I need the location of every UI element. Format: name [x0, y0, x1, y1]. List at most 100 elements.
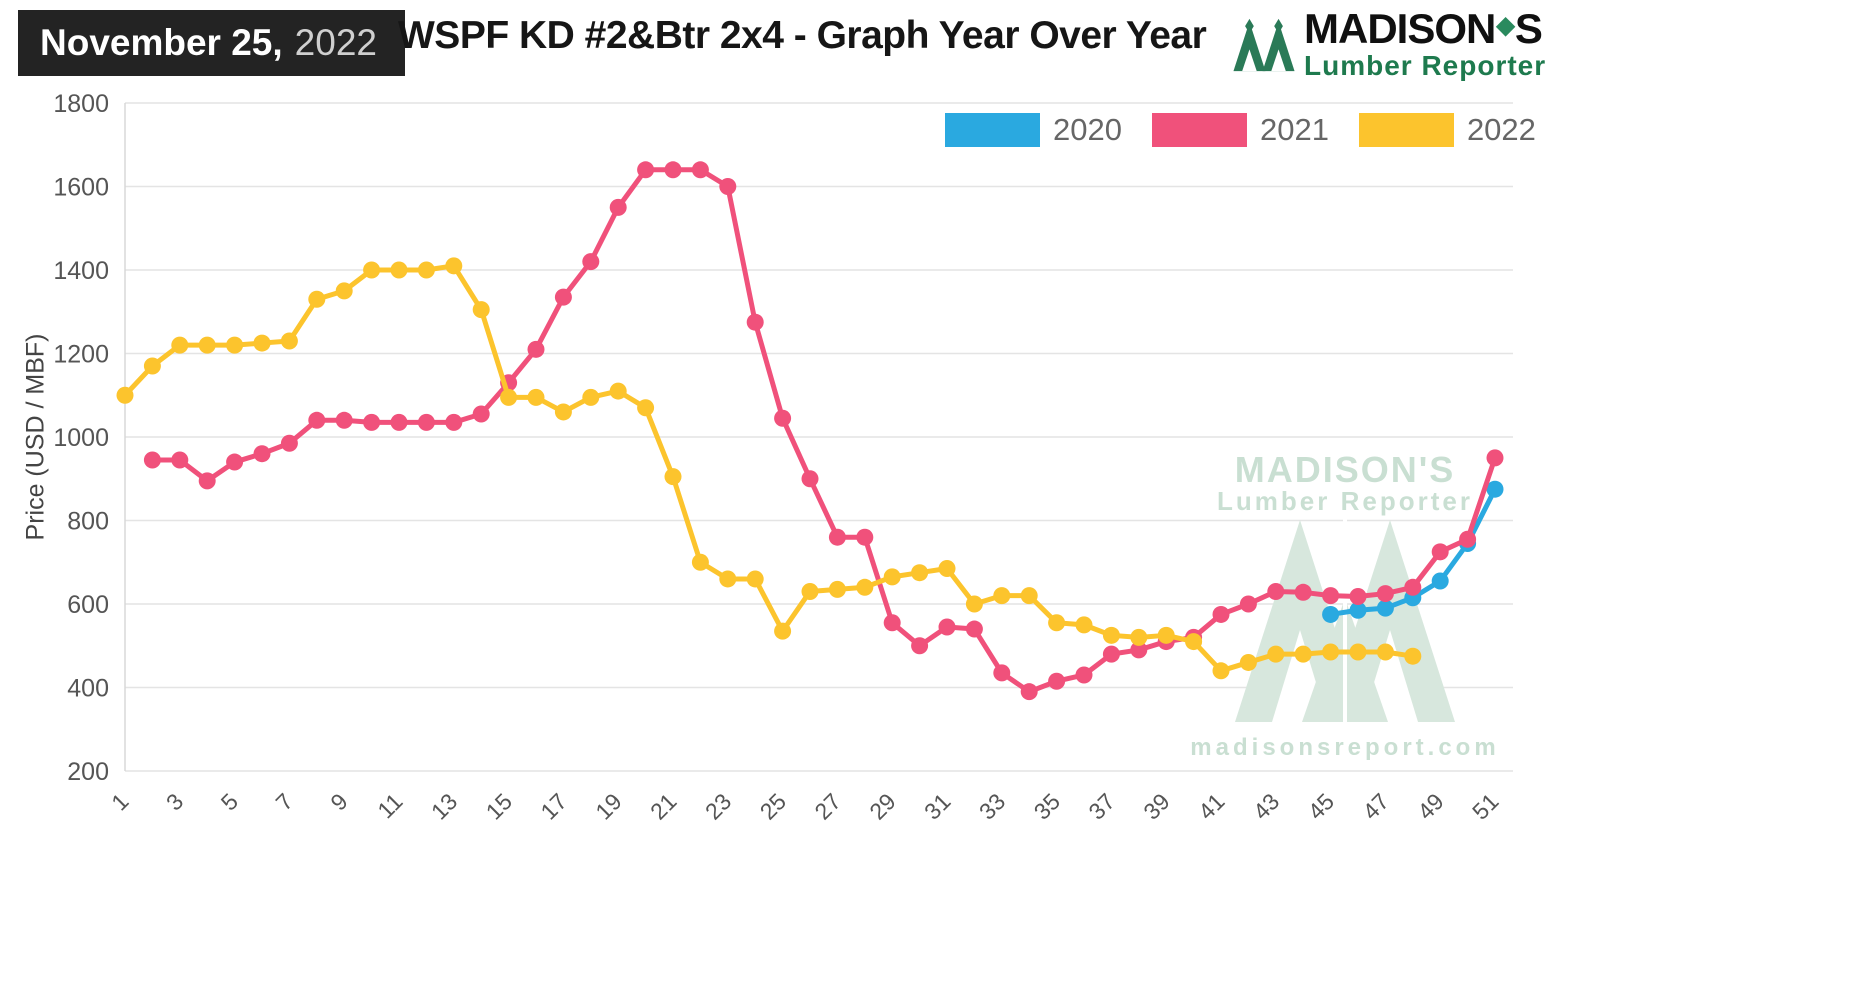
legend-item-2022[interactable]: 2022	[1358, 112, 1536, 148]
data-point-2022	[472, 301, 490, 319]
data-point-2022	[171, 336, 189, 354]
data-point-2021	[1486, 449, 1504, 467]
legend-swatch	[945, 113, 1040, 147]
data-point-2021	[417, 413, 435, 431]
x-tick-label: 5	[216, 788, 243, 815]
x-tick-label: 19	[590, 788, 626, 824]
data-point-2022	[1212, 662, 1230, 680]
x-tick-label: 23	[700, 788, 736, 824]
x-tick-label: 51	[1467, 788, 1503, 824]
x-tick-label: 25	[755, 788, 791, 824]
logo-name: MADISON◆S	[1304, 5, 1543, 52]
data-point-2022	[965, 595, 983, 613]
x-tick-label: 39	[1138, 788, 1174, 824]
date-text: November 25,	[40, 22, 283, 63]
x-tick-label: 31	[919, 788, 955, 824]
data-point-2021	[226, 453, 244, 471]
data-point-2021	[1459, 530, 1477, 548]
data-point-2021	[1102, 645, 1120, 663]
data-point-2021	[308, 411, 326, 429]
data-point-2020	[1376, 599, 1394, 617]
y-tick-label: 1400	[53, 257, 109, 285]
data-point-2021	[691, 161, 709, 179]
data-point-2020	[1486, 480, 1504, 498]
data-point-2022	[1185, 633, 1203, 651]
data-point-2021	[198, 472, 216, 490]
data-point-2022	[445, 257, 463, 275]
data-point-2022	[691, 553, 709, 571]
data-point-2021	[883, 614, 901, 632]
watermark-name: MADISON'S	[1235, 449, 1456, 490]
legend-item-2021[interactable]: 2021	[1151, 112, 1329, 148]
data-point-2021	[719, 178, 737, 195]
page-title: WSPF KD #2&Btr 2x4 - Graph Year Over Yea…	[398, 14, 1207, 57]
x-tick-label: 7	[271, 788, 298, 815]
x-tick-label: 41	[1193, 788, 1229, 824]
data-point-2021	[1404, 578, 1422, 596]
x-tick-label: 13	[426, 788, 462, 824]
y-tick-label: 200	[67, 758, 109, 786]
data-point-2022	[1102, 626, 1120, 644]
logo-diamond-icon: ◆	[1496, 12, 1514, 39]
legend-swatch	[1358, 113, 1454, 147]
data-point-2022	[554, 403, 572, 421]
data-point-2022	[280, 332, 298, 350]
y-tick-label: 1600	[53, 174, 109, 202]
data-point-2022	[500, 388, 518, 406]
data-point-2022	[774, 622, 792, 640]
data-point-2021	[280, 434, 298, 452]
data-point-2021	[1048, 672, 1066, 690]
data-point-2021	[1212, 605, 1230, 623]
data-point-2022	[363, 261, 381, 279]
data-point-2021	[390, 413, 408, 431]
data-point-2021	[171, 451, 189, 469]
x-tick-label: 9	[325, 788, 352, 815]
x-tick-label: 29	[864, 788, 900, 824]
data-point-2022	[828, 580, 846, 598]
legend-label: 2020	[1053, 112, 1122, 147]
data-point-2021	[527, 340, 545, 358]
data-point-2021	[143, 451, 161, 469]
date-banner: November 25, 2022	[18, 10, 405, 76]
x-tick-label: 11	[372, 788, 407, 823]
data-point-2020	[1322, 605, 1340, 623]
legend-item-2020[interactable]: 2020	[945, 112, 1122, 148]
x-tick-label: 1	[106, 788, 133, 815]
data-point-2022	[253, 334, 271, 352]
data-point-2022	[664, 468, 682, 486]
data-point-2022	[1294, 645, 1312, 663]
data-point-2022	[609, 382, 627, 400]
x-tick-label: 3	[161, 788, 188, 815]
data-point-2022	[226, 336, 244, 354]
data-point-2022	[527, 388, 545, 406]
data-point-2021	[1239, 595, 1257, 613]
data-point-2021	[746, 313, 764, 331]
data-point-2021	[1020, 683, 1038, 701]
data-point-2021	[609, 198, 627, 216]
y-tick-label: 1800	[53, 90, 109, 118]
y-tick-label: 1000	[53, 424, 109, 452]
data-point-2022	[1267, 645, 1285, 663]
data-point-2022	[746, 570, 764, 588]
data-point-2021	[472, 405, 490, 423]
watermark-url: madisonsreport.com	[1190, 734, 1499, 761]
logo-subtitle: Lumber Reporter	[1304, 50, 1547, 81]
data-point-2022	[856, 578, 874, 596]
x-tick-label: 47	[1357, 788, 1393, 824]
data-point-2022	[993, 587, 1011, 605]
data-point-2022	[390, 261, 408, 279]
data-point-2022	[308, 290, 326, 308]
data-point-2021	[445, 413, 463, 431]
x-tick-label: 43	[1248, 788, 1284, 824]
x-tick-label: 21	[645, 788, 681, 824]
data-point-2022	[911, 564, 929, 582]
y-tick-label: 400	[67, 675, 109, 703]
data-point-2022	[116, 386, 134, 404]
data-point-2021	[993, 664, 1011, 682]
data-point-2021	[1075, 666, 1093, 684]
data-point-2022	[1075, 616, 1093, 634]
data-point-2021	[1431, 543, 1449, 561]
data-point-2021	[1322, 587, 1340, 605]
x-tick-label: 27	[809, 788, 845, 824]
